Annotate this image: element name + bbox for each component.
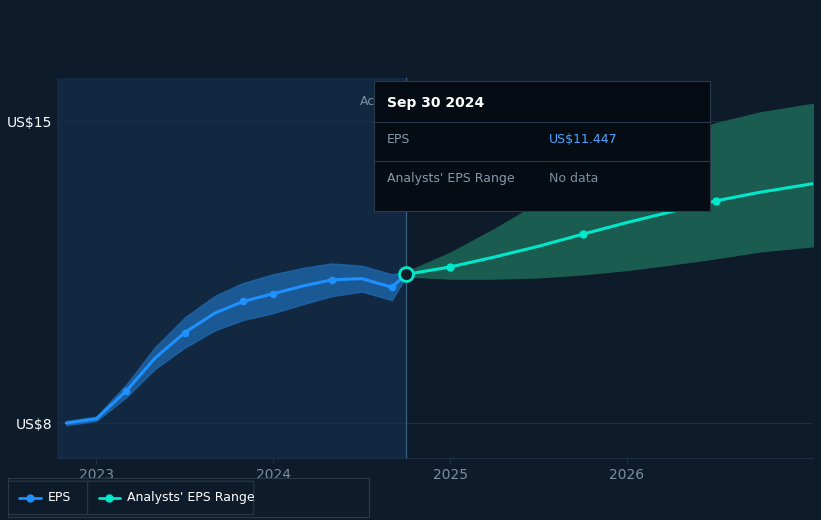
FancyBboxPatch shape [8, 481, 88, 515]
Text: No data: No data [548, 172, 598, 185]
Bar [57, 78, 406, 458]
FancyBboxPatch shape [88, 481, 254, 515]
Text: US$11.447: US$11.447 [548, 133, 617, 146]
Text: EPS: EPS [48, 491, 71, 504]
Text: Analysts' EPS Range: Analysts' EPS Range [127, 491, 255, 504]
Text: EPS: EPS [387, 133, 410, 146]
Text: Analysts' EPS Range: Analysts' EPS Range [387, 172, 515, 185]
Text: Sep 30 2024: Sep 30 2024 [387, 96, 484, 110]
Text: Analysts Forecasts: Analysts Forecasts [416, 95, 533, 108]
Text: Actual: Actual [360, 95, 399, 108]
